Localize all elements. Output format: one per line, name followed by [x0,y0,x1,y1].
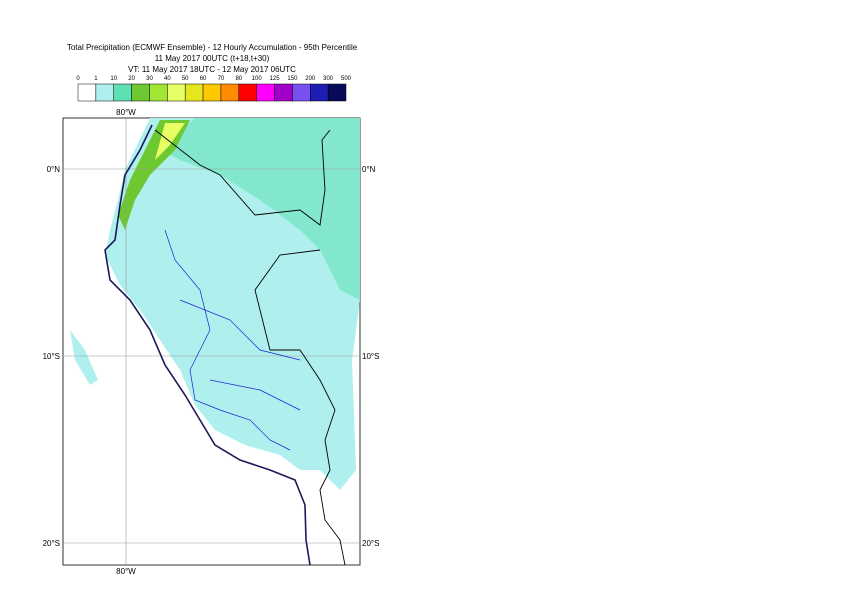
lat-label: 0°N [47,165,61,174]
precip-area [160,118,360,300]
colorbar-label: 80 [235,76,242,82]
color-box [149,83,168,102]
colorbar-label: 10 [110,76,117,82]
lat-label: 10°S [362,352,379,361]
valid-time: VT: 11 May 2017 18UTC - 12 May 2017 06UT… [128,65,296,74]
color-box [202,83,222,102]
colorbar-label: 0 [76,76,80,82]
colorbar-label: 200 [305,76,316,82]
colorbar-label: 50 [182,76,189,82]
color-box [292,83,311,102]
colorbar: 0 1 10 20 30 40 50 60 70 80 100 125 150 200 300 500 [76,76,352,102]
border [154,129,346,566]
color-box [77,83,97,102]
colorbar-label: 300 [323,76,334,82]
precip-area [118,120,190,230]
colorbar-label: 500 [341,76,352,82]
admin-boundary [164,229,301,451]
lat-label: 20°S [362,539,379,548]
colorbar-label: 20 [128,76,135,82]
precip-area [70,330,98,385]
color-box [220,83,240,102]
color-box [238,83,257,102]
colorbar-label: 30 [146,76,153,82]
lat-label: 20°S [43,539,60,548]
colorbar-label: 70 [218,76,225,82]
title: Total Precipitation (ECMWF Ensemble) - 1… [67,43,358,52]
color-box [131,83,150,102]
color-box [167,83,186,102]
color-box [310,83,329,102]
colorbar-label: 40 [164,76,171,82]
lat-label: 10°S [43,352,60,361]
color-box [327,83,347,102]
color-box [184,83,204,102]
color-box [256,83,275,102]
color-box [95,83,114,102]
color-box [274,83,293,102]
color-box [113,83,132,102]
colorbar-label: 60 [200,76,207,82]
colorbar-label: 1 [94,76,98,82]
coastline [104,124,311,566]
graticule [63,118,360,565]
lon-label: 80°W [116,108,136,117]
map [62,117,361,566]
colorbar-label: 100 [252,76,263,82]
lat-label: 0°N [362,165,376,174]
colorbar-label: 150 [287,76,298,82]
run-time: 11 May 2017 00UTC (t+18,t+30) [155,54,270,63]
colorbar-label: 125 [270,76,281,82]
lon-label: 80°W [116,567,136,576]
